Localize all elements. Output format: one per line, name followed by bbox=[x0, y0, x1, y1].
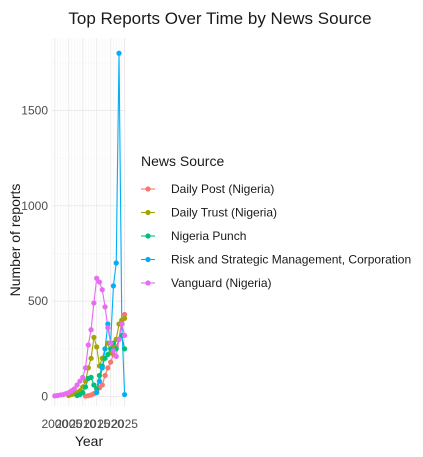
data-point bbox=[91, 382, 97, 388]
data-point bbox=[102, 346, 108, 352]
data-point bbox=[113, 260, 119, 266]
legend: News Source Daily Post (Nigeria) Daily Tr… bbox=[141, 153, 411, 290]
data-point bbox=[82, 365, 89, 371]
data-point bbox=[105, 321, 111, 327]
legend-label: Risk and Strategic Management, Corporati… bbox=[171, 253, 411, 267]
legend-item: Nigeria Punch bbox=[141, 229, 246, 243]
legend-label: Vanguard (Nigeria) bbox=[171, 276, 272, 290]
x-tick-label: 2000 bbox=[41, 417, 68, 431]
data-point bbox=[96, 378, 103, 384]
legend-label: Daily Trust (Nigeria) bbox=[171, 206, 277, 220]
data-point bbox=[110, 348, 117, 354]
data-point bbox=[91, 300, 97, 306]
data-point bbox=[116, 50, 122, 56]
data-point bbox=[80, 390, 86, 396]
data-point bbox=[80, 374, 86, 380]
data-point bbox=[85, 342, 91, 348]
data-point bbox=[119, 321, 125, 327]
data-point bbox=[108, 340, 114, 346]
data-point bbox=[122, 346, 128, 352]
data-point bbox=[102, 304, 108, 310]
data-point bbox=[113, 353, 119, 360]
legend-label: Daily Post (Nigeria) bbox=[171, 182, 274, 196]
data-point bbox=[77, 378, 83, 384]
legend-key-point bbox=[145, 186, 151, 192]
data-point bbox=[105, 365, 111, 371]
y-tick-label: 1000 bbox=[21, 199, 48, 213]
data-point bbox=[71, 386, 77, 392]
data-point bbox=[105, 325, 111, 331]
x-axis-title: Year bbox=[75, 433, 104, 449]
data-point bbox=[108, 359, 114, 365]
data-point bbox=[94, 275, 100, 281]
y-tick-label: 0 bbox=[41, 389, 48, 403]
data-point bbox=[105, 351, 111, 358]
data-point bbox=[102, 355, 108, 361]
data-point bbox=[96, 279, 103, 285]
legend-title: News Source bbox=[141, 153, 224, 169]
data-point bbox=[88, 327, 94, 333]
data-point bbox=[94, 386, 100, 392]
y-axis-title: Number of reports bbox=[7, 184, 23, 297]
data-point bbox=[99, 382, 105, 388]
data-point bbox=[122, 311, 128, 318]
data-point bbox=[110, 283, 117, 289]
legend-key-point bbox=[145, 233, 151, 239]
y-axis-tick-labels: 0 500 1000 1500 bbox=[21, 103, 48, 403]
legend-label: Nigeria Punch bbox=[171, 229, 246, 243]
data-point bbox=[102, 372, 108, 379]
legend-items: Daily Post (Nigeria) Daily Trust (Nigeria… bbox=[141, 182, 411, 290]
data-point bbox=[74, 382, 80, 388]
data-point bbox=[88, 355, 94, 361]
data-point bbox=[82, 384, 89, 390]
legend-item: Daily Post (Nigeria) bbox=[141, 182, 274, 196]
data-point bbox=[94, 390, 100, 396]
legend-key-point bbox=[145, 280, 151, 286]
data-point bbox=[99, 365, 105, 371]
data-point bbox=[122, 315, 128, 321]
x-tick-label: 2020 bbox=[97, 417, 124, 431]
y-tick-label: 500 bbox=[28, 294, 48, 308]
legend-key-point bbox=[145, 209, 151, 216]
data-point bbox=[122, 332, 128, 339]
data-point bbox=[91, 334, 97, 340]
legend-item: Vanguard (Nigeria) bbox=[141, 276, 272, 290]
y-tick-label: 1500 bbox=[21, 103, 48, 117]
data-point bbox=[88, 374, 94, 380]
data-point bbox=[99, 287, 105, 293]
data-point bbox=[94, 344, 100, 350]
data-point bbox=[116, 336, 122, 342]
chart-title: Top Reports Over Time by News Source bbox=[68, 9, 371, 28]
plot-area bbox=[51, 38, 128, 406]
legend-item: Daily Trust (Nigeria) bbox=[141, 206, 277, 220]
data-point bbox=[122, 391, 128, 398]
x-tick-label: 2025 bbox=[111, 417, 138, 431]
series-points bbox=[52, 50, 128, 399]
x-tick-label: 2015 bbox=[83, 417, 110, 431]
x-tick-label: 2005 bbox=[55, 417, 82, 431]
legend-item: Risk and Strategic Management, Corporati… bbox=[141, 253, 411, 267]
legend-key-point bbox=[145, 256, 151, 263]
x-tick-label: 2010 bbox=[69, 417, 96, 431]
data-point bbox=[96, 372, 103, 379]
